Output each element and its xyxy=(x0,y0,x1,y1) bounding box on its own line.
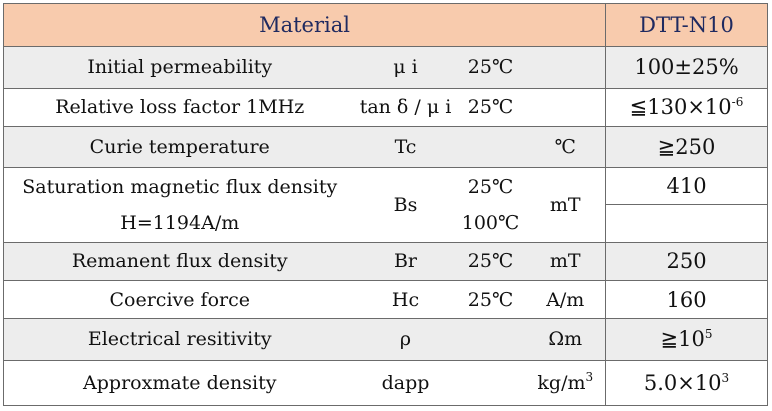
table-row: Initial permeability μ i 25℃ 100±25% xyxy=(3,46,769,89)
unit-cell xyxy=(525,87,607,127)
header-material: Material xyxy=(2,2,607,48)
symbol-cell: Bs xyxy=(355,167,456,243)
property-line-1: Saturation magnetic flux density xyxy=(22,175,338,198)
unit-cell: A/m xyxy=(525,280,607,320)
value-cell: 5.0×103 xyxy=(605,359,769,407)
property-cell: Coercive force xyxy=(3,280,356,320)
value-cell: 410 xyxy=(605,167,769,243)
value-base: 5.0×10 xyxy=(643,370,722,395)
unit-exponent: 3 xyxy=(585,369,594,384)
unit-cell: mT xyxy=(525,241,607,282)
property-cell: Approxmate density xyxy=(3,359,356,407)
value-line-2 xyxy=(606,205,767,241)
condition-line-2: 100℃ xyxy=(461,211,520,234)
condition-cell: 25℃ xyxy=(455,46,526,89)
value-base: ≦130×10 xyxy=(629,95,732,120)
unit-cell: ℃ xyxy=(525,125,607,169)
unit-cell xyxy=(525,46,607,89)
symbol-cell: Tc xyxy=(355,125,456,169)
value-cell: ≦130×10-6 xyxy=(605,87,769,127)
value-cell: ≧250 xyxy=(605,125,769,169)
symbol-cell: Br xyxy=(355,241,456,282)
condition-cell: 25℃ xyxy=(455,87,526,127)
value-cell: ≧105 xyxy=(605,318,769,361)
property-cell: Electrical resitivity xyxy=(3,318,356,361)
unit-cell: mT xyxy=(525,167,607,243)
condition-line-1: 25℃ xyxy=(467,175,514,198)
value-base: ≧10 xyxy=(660,327,705,352)
condition-cell xyxy=(455,318,526,361)
unit-base: kg/m xyxy=(537,371,586,394)
material-properties-table: Material DTT-N10 Initial permeability μ … xyxy=(2,2,769,407)
unit-cell: kg/m3 xyxy=(525,359,607,407)
value-exponent: 3 xyxy=(721,370,730,385)
symbol-cell: tan δ / μ i xyxy=(355,87,456,127)
symbol-cell: μ i xyxy=(355,46,456,89)
symbol-cell: Hc xyxy=(355,280,456,320)
property-cell: Remanent flux density xyxy=(3,241,356,282)
property-cell: Curie temperature xyxy=(3,125,356,169)
condition-cell: 25℃ xyxy=(455,241,526,282)
symbol-cell: dapp xyxy=(355,359,456,407)
table-row: Curie temperature Tc ℃ ≧250 xyxy=(3,125,769,169)
condition-cell: 25℃ 100℃ xyxy=(455,167,526,243)
condition-cell xyxy=(455,125,526,169)
table-row: Coercive force Hc 25℃ A/m 160 xyxy=(3,280,769,320)
property-cell: Relative loss factor 1MHz xyxy=(3,87,356,127)
symbol-cell: ρ xyxy=(355,318,456,361)
unit-cell: Ωm xyxy=(525,318,607,361)
table-row: Electrical resitivity ρ Ωm ≧105 xyxy=(3,318,769,361)
table-row: Approxmate density dapp kg/m3 5.0×103 xyxy=(3,359,769,407)
value-exponent: -6 xyxy=(731,95,744,110)
table-row: Remanent flux density Br 25℃ mT 250 xyxy=(3,241,769,282)
table-header-row: Material DTT-N10 xyxy=(2,2,769,48)
table-row: Relative loss factor 1MHz tan δ / μ i 25… xyxy=(3,87,769,127)
property-cell: Initial permeability xyxy=(3,46,356,89)
table-row: Saturation magnetic flux density H=1194A… xyxy=(3,167,769,243)
value-line-1: 410 xyxy=(606,168,768,206)
value-exponent: 5 xyxy=(704,327,713,342)
condition-cell xyxy=(455,359,526,407)
value-cell: 100±25% xyxy=(605,46,769,89)
value-cell: 160 xyxy=(605,280,769,320)
condition-cell: 25℃ xyxy=(455,280,526,320)
property-cell: Saturation magnetic flux density H=1194A… xyxy=(3,167,356,243)
header-grade: DTT-N10 xyxy=(605,2,769,48)
property-line-2: H=1194A/m xyxy=(120,211,240,234)
value-cell: 250 xyxy=(605,241,769,282)
